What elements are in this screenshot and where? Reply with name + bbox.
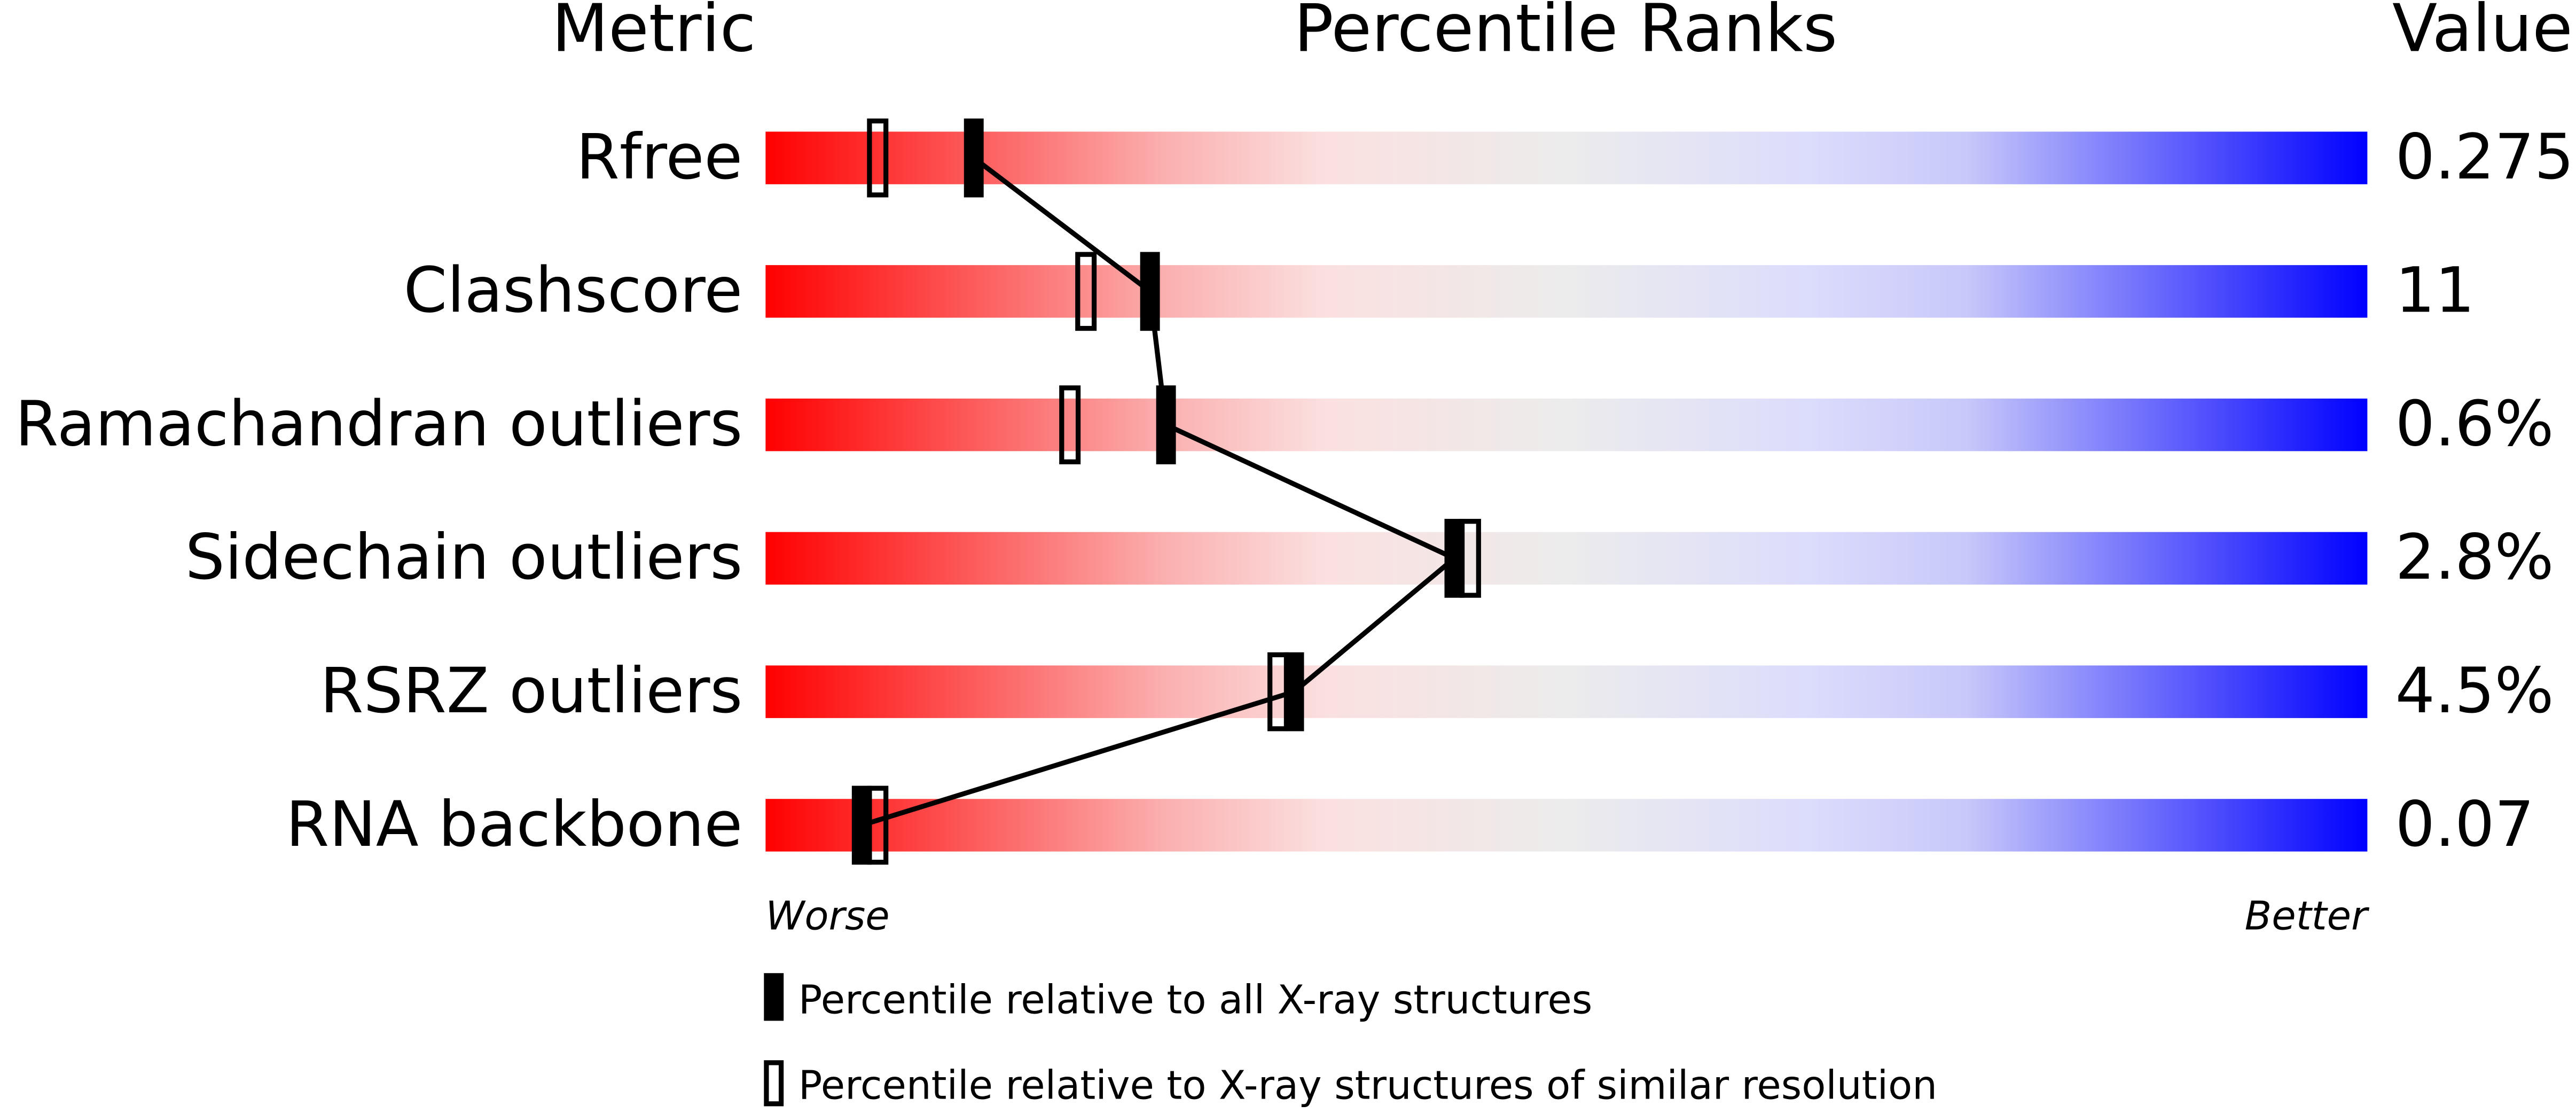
header-value: Value [2392, 0, 2573, 67]
metric-value: 0.6% [2395, 387, 2554, 460]
metric-value: 2.8% [2395, 521, 2554, 594]
percentile-bar [765, 398, 2368, 452]
axis-better: Better [2245, 893, 2370, 939]
metric-label: Sidechain outliers [185, 521, 743, 594]
connector-line [860, 155, 1459, 828]
metric-label: Ramachandran outliers [15, 387, 742, 460]
marker-hollow [1075, 252, 1097, 331]
header-percentile: Percentile Ranks [1294, 0, 1837, 67]
legend-label: Percentile relative to X-ray structures … [798, 1063, 1937, 1109]
percentile-bar [765, 799, 2368, 852]
legend-hollow-swatch [764, 1060, 784, 1107]
marker-hollow [867, 118, 889, 198]
metric-value: 0.07 [2395, 788, 2534, 861]
marker-filled [964, 118, 984, 198]
marker-filled [1140, 252, 1160, 331]
metric-label: RSRZ outliers [320, 655, 742, 727]
marker-filled [1444, 519, 1465, 598]
metric-label: RNA backbone [286, 788, 742, 861]
legend-label: Percentile relative to all X-ray structu… [798, 977, 1592, 1023]
metric-value: 4.5% [2395, 655, 2554, 727]
metric-label: Rfree [576, 121, 743, 193]
metric-value: 11 [2395, 254, 2475, 327]
metric-label: Clashscore [404, 254, 743, 327]
header-metric: Metric [552, 0, 756, 67]
legend-filled-swatch [764, 973, 784, 1021]
axis-worse: Worse [765, 893, 889, 939]
marker-filled [1156, 385, 1176, 464]
percentile-bar [765, 131, 2368, 184]
percentile-bar [765, 532, 2368, 585]
metric-value: 0.275 [2395, 121, 2574, 193]
marker-filled [1284, 652, 1304, 731]
percentile-bar [765, 265, 2368, 318]
marker-hollow [1059, 385, 1081, 464]
marker-filled [851, 785, 872, 865]
percentile-bar [765, 665, 2368, 718]
